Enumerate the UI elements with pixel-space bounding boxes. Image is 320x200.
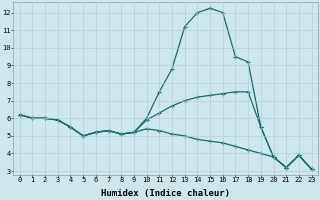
X-axis label: Humidex (Indice chaleur): Humidex (Indice chaleur) — [101, 189, 230, 198]
